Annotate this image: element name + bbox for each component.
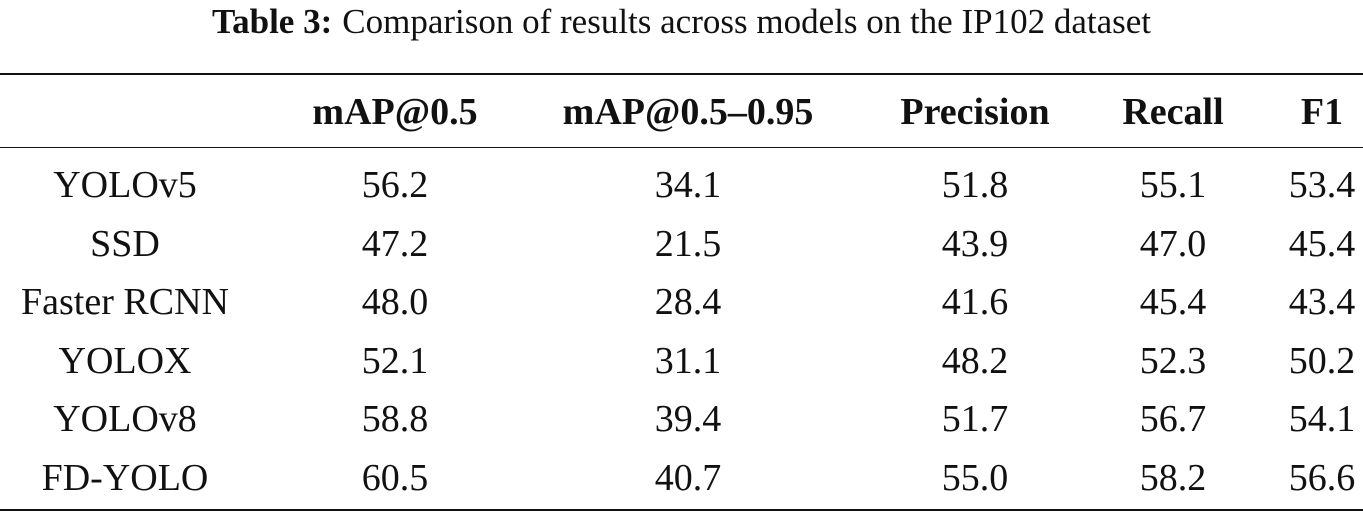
column-header: mAP@0.5 bbox=[312, 91, 478, 133]
cell-value: 52.3 bbox=[1139, 339, 1207, 382]
cell-value: 48.2 bbox=[941, 339, 1009, 382]
cell-value: 51.8 bbox=[941, 164, 1009, 206]
cell-value: 50.2 bbox=[1288, 339, 1356, 382]
cell-value: 41.6 bbox=[941, 281, 1009, 323]
cell-value: 31.1 bbox=[654, 339, 722, 382]
cell-value: 45.4 bbox=[1288, 222, 1356, 265]
column-header: Precision bbox=[900, 91, 1050, 133]
row-label: FD-YOLO bbox=[41, 456, 209, 499]
row-label: Faster RCNN bbox=[21, 281, 229, 323]
cell-value: 21.5 bbox=[654, 222, 722, 265]
cell-value: 39.4 bbox=[654, 398, 722, 440]
cell-value: 47.2 bbox=[361, 222, 429, 265]
bottom-rule bbox=[0, 509, 1363, 511]
cell-value: 55.0 bbox=[941, 456, 1009, 499]
cell-value: 51.7 bbox=[941, 398, 1009, 440]
mid-rule bbox=[0, 147, 1363, 148]
cell-value: 43.4 bbox=[1288, 281, 1356, 323]
cell-value: 55.1 bbox=[1139, 164, 1207, 206]
cell-value: 56.6 bbox=[1288, 456, 1356, 499]
caption: Table 3: Comparison of results across mod… bbox=[0, 2, 1363, 42]
cell-value: 56.2 bbox=[361, 164, 429, 206]
cell-value: 40.7 bbox=[654, 456, 722, 499]
cell-value: 58.2 bbox=[1139, 456, 1207, 499]
cell-value: 28.4 bbox=[654, 281, 722, 323]
cell-value: 60.5 bbox=[361, 456, 429, 499]
caption-text: Comparison of results across models on t… bbox=[342, 2, 1152, 41]
row-label: YOLOv8 bbox=[53, 398, 197, 440]
cell-value: 43.9 bbox=[941, 222, 1009, 265]
cell-value: 52.1 bbox=[361, 339, 429, 382]
caption-label: Table 3: bbox=[211, 2, 333, 41]
column-header: F1 bbox=[1300, 91, 1344, 133]
cell-value: 34.1 bbox=[654, 164, 722, 206]
top-rule bbox=[0, 73, 1363, 75]
cell-value: 47.0 bbox=[1139, 222, 1207, 265]
cell-value: 54.1 bbox=[1288, 398, 1356, 440]
cell-value: 48.0 bbox=[361, 281, 429, 323]
cell-value: 56.7 bbox=[1139, 398, 1207, 440]
column-header: Recall bbox=[1122, 91, 1224, 133]
column-header: mAP@0.5–0.95 bbox=[562, 91, 814, 133]
row-label: YOLOv5 bbox=[53, 164, 197, 206]
cell-value: 53.4 bbox=[1288, 164, 1356, 206]
row-label: YOLOX bbox=[58, 339, 192, 382]
cell-value: 45.4 bbox=[1139, 281, 1207, 323]
cell-value: 58.8 bbox=[361, 398, 429, 440]
row-label: SSD bbox=[90, 222, 160, 265]
